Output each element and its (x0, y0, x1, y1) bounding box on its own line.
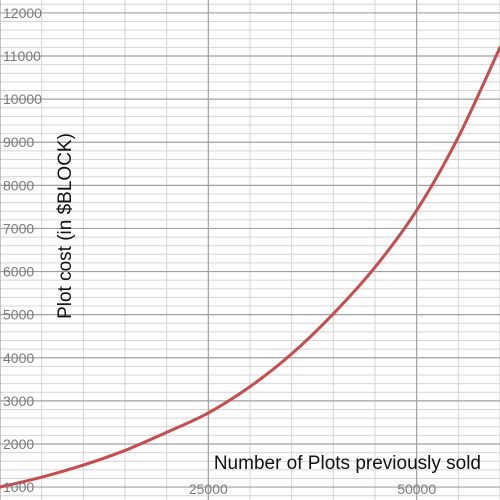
series-layer (0, 45, 500, 489)
y-tick-label: 11000 (3, 48, 41, 64)
series-line (0, 45, 500, 489)
y-tick-label: 4000 (3, 350, 34, 366)
y-tick-label: 5000 (3, 307, 34, 323)
x-tick-label: 25000 (189, 481, 228, 497)
y-tick-label: 7000 (3, 220, 34, 236)
y-tick-label: 6000 (3, 264, 34, 280)
tick-labels: 1000 2000 3000 4000 5000 6000 7000 8000 9000 1000… (3, 5, 436, 497)
x-tick-label: 50000 (397, 481, 436, 497)
y-axis-title: Plot cost (in $BLOCK) (55, 133, 76, 319)
y-tick-label: 3000 (3, 393, 34, 409)
y-tick-label: 12000 (3, 5, 42, 21)
y-tick-label: 1000 (3, 479, 34, 495)
y-tick-label: 2000 (3, 436, 34, 452)
y-tick-label: 10000 (3, 91, 42, 107)
x-axis-title: Number of Plots previously sold (214, 453, 481, 474)
y-tick-label: 8000 (3, 177, 34, 193)
y-tick-label: 9000 (3, 134, 34, 150)
